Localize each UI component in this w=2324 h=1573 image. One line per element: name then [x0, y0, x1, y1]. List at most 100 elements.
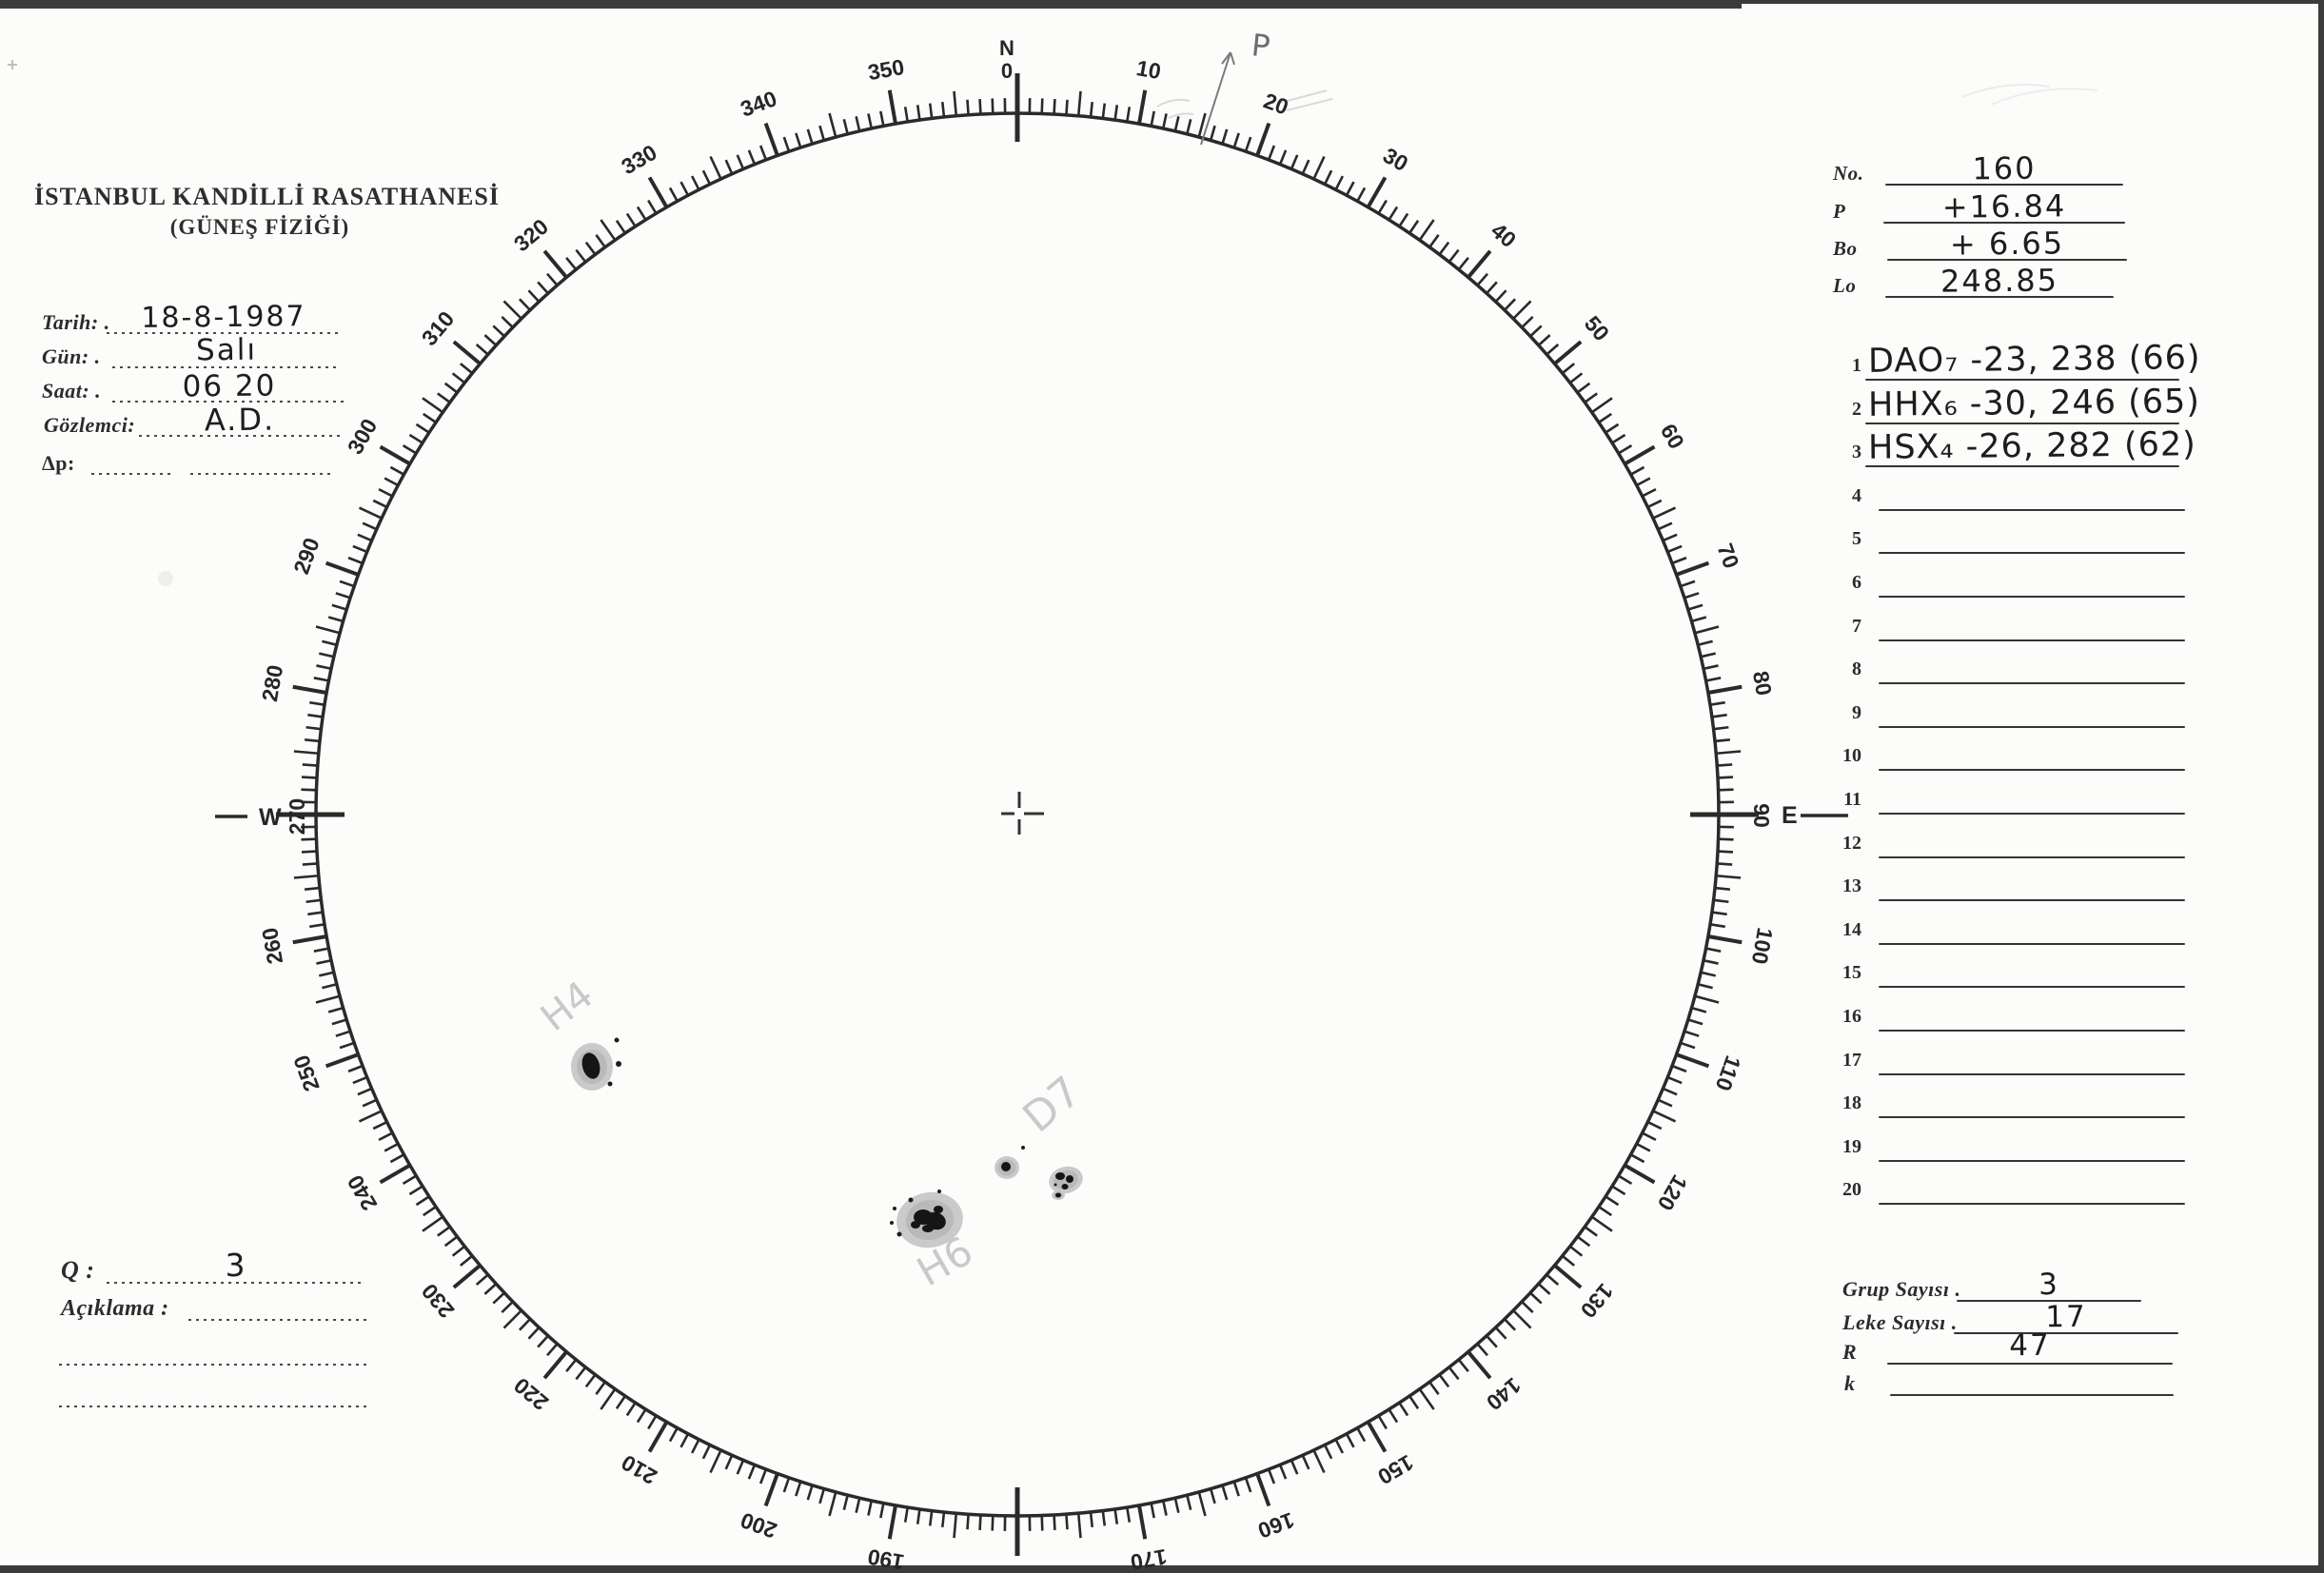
group-row-line: [1879, 986, 2185, 989]
dial-tick: [709, 1449, 722, 1474]
dial-tick: [305, 725, 322, 731]
p-arrow-label: P: [1250, 27, 1271, 65]
dial-tick: [1089, 101, 1094, 118]
dial-tick: [647, 1415, 658, 1430]
dial-tick: [668, 187, 679, 203]
field-line-r: [1887, 1363, 2173, 1365]
group-row-line: [1879, 769, 2185, 772]
dial-tick: [1703, 664, 1719, 671]
dial-tick: [501, 1301, 514, 1314]
group-row-line: [1865, 465, 2179, 468]
field-line-gozlemci: [139, 434, 341, 437]
group-row-number: 8: [1852, 659, 1861, 680]
dial-tick: [331, 603, 347, 611]
group-row-line: [1879, 508, 2185, 511]
dial-tick: [747, 1464, 757, 1480]
sunspot-pore: [1054, 1183, 1057, 1187]
dial-tick: [1662, 533, 1678, 542]
dial-tick: [1290, 154, 1299, 170]
dial-degree-label: 260: [257, 926, 287, 966]
dial-tick: [322, 983, 338, 990]
dial-tick: [1590, 1215, 1613, 1232]
dial-tick: [443, 1235, 459, 1248]
dial-tick: [1521, 315, 1534, 328]
dial-tick: [492, 1291, 505, 1305]
dial-tick: [415, 1195, 430, 1207]
dial-tick: [1714, 886, 1731, 892]
group-row-line: [1879, 942, 2185, 945]
dial-degree-label: 210: [617, 1450, 660, 1490]
field-line-q: [107, 1281, 365, 1284]
dial-tick: [1366, 176, 1388, 208]
dial-tick: [1605, 1195, 1620, 1207]
dial-tick: [1089, 1511, 1094, 1528]
dial-tick: [887, 1504, 897, 1540]
dial-tick: [1438, 1373, 1450, 1388]
dial-tick: [1255, 1472, 1271, 1507]
dial-degree-label: 70: [1712, 541, 1743, 572]
dial-degree-label: 170: [1129, 1544, 1169, 1573]
dial-north-label: N: [999, 36, 1014, 60]
dial-tick: [690, 1439, 700, 1454]
dial-tick: [867, 1500, 874, 1516]
dial-tick: [1197, 112, 1207, 138]
dial-tick: [1529, 1291, 1543, 1305]
dial-tick: [1186, 119, 1192, 135]
dial-tick: [1618, 1174, 1633, 1185]
dial-tick: [1711, 911, 1727, 916]
dial-tick: [1561, 1254, 1576, 1267]
group-row-line: [1879, 1072, 2185, 1075]
dial-tick: [301, 788, 317, 792]
field-value-lo: 248.85: [1940, 262, 2059, 300]
dial-tick: [1711, 713, 1727, 718]
dial-tick: [928, 103, 934, 119]
group-row-number: 9: [1852, 701, 1861, 723]
dial-tick: [940, 101, 946, 118]
dial-tick: [307, 911, 324, 916]
dial-tick: [1718, 788, 1734, 792]
dial-tick: [1624, 444, 1656, 466]
dial-tick: [331, 1018, 347, 1026]
dial-tick: [595, 1381, 606, 1395]
field-label-q: Q :: [61, 1256, 95, 1284]
sunspot-umbra: [1001, 1162, 1011, 1171]
dial-tick: [1568, 1245, 1584, 1257]
dial-tick: [1137, 89, 1148, 125]
dial-tick: [1675, 1052, 1710, 1069]
dial-tick: [647, 176, 669, 208]
group-row-line: [1879, 552, 2185, 555]
dial-tick: [451, 1245, 466, 1257]
dial-tick: [379, 1163, 411, 1185]
dial-tick: [1323, 169, 1333, 186]
dial-degree-label: 50: [1580, 311, 1614, 345]
dial-tick: [1646, 499, 1663, 509]
dial-tick: [736, 1459, 745, 1475]
field-value-no: 160: [1972, 149, 2037, 187]
dial-tick: [339, 1041, 355, 1050]
dial-tick: [1221, 1485, 1229, 1501]
dial-tick: [647, 199, 658, 214]
dial-tick: [335, 1030, 351, 1037]
group-row-line: [1879, 639, 2185, 641]
dial-tick: [1553, 340, 1583, 365]
dial-tick: [1716, 874, 1742, 879]
field-label-gozlemci: Gözlemci:: [44, 413, 136, 437]
dial-tick: [1718, 837, 1734, 841]
dial-tick: [1126, 1506, 1132, 1523]
field-line-aciklama-2: [59, 1363, 367, 1366]
dial-tick: [758, 1468, 768, 1485]
dial-tick: [347, 1064, 364, 1073]
group-row-number: 19: [1842, 1135, 1861, 1157]
dial-tick: [347, 556, 364, 565]
field-value-saat: 06 20: [182, 368, 277, 404]
dial-tick: [301, 850, 318, 854]
dial-tick: [1657, 521, 1673, 531]
dial-tick: [1707, 934, 1743, 945]
dial-degree-label: 200: [738, 1507, 780, 1544]
field-line-k: [1890, 1394, 2174, 1396]
dial-tick: [1697, 639, 1713, 646]
dial-tick: [1697, 983, 1713, 990]
dial-tick: [322, 639, 338, 646]
sunspot-pore: [1021, 1146, 1025, 1150]
dial-tick: [1448, 248, 1460, 264]
